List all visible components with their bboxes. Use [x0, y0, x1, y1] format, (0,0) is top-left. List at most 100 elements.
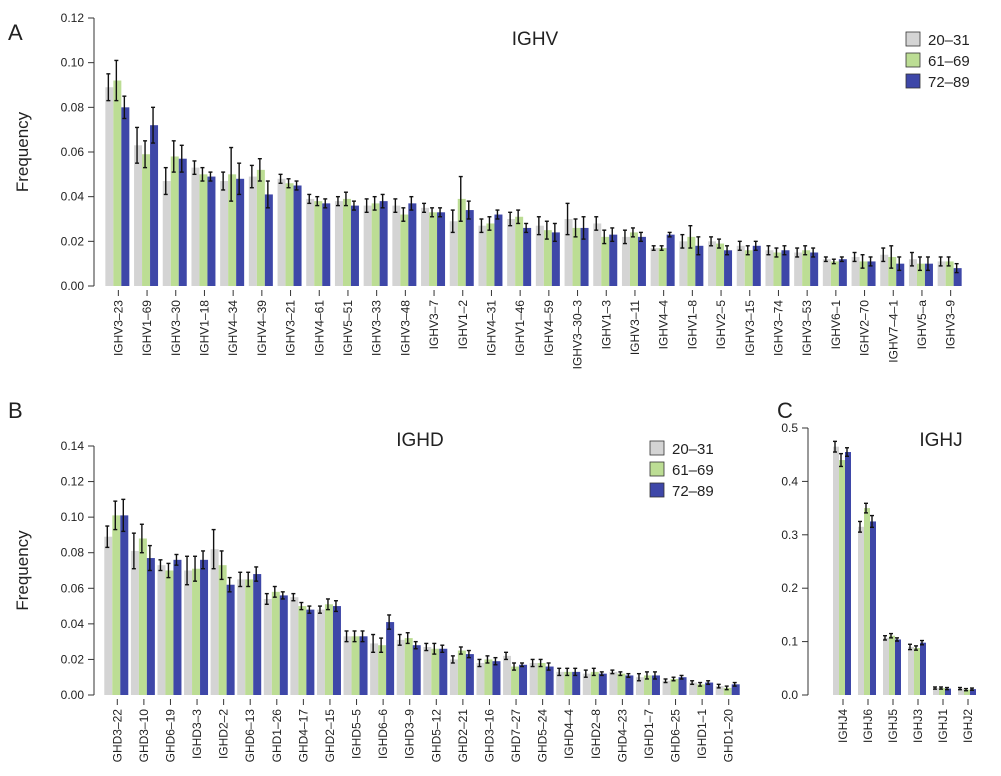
error-bar-72-89-ghd5-24	[546, 662, 551, 671]
bar-61-69-ighd3-9	[404, 638, 413, 695]
bar-61-69-ighv1-18	[199, 174, 208, 286]
error-bar-72-89-ighv1-69	[151, 106, 156, 144]
panel-letter: B	[8, 398, 23, 423]
error-bar-61-69-ighv4-39	[257, 157, 262, 182]
bar-72-89-ighv1-3	[609, 234, 618, 286]
bar-72-89-ighv2-70	[867, 261, 876, 286]
bar-72-89-ighd6-6	[386, 622, 395, 695]
error-bar-20-31-ighv3-15	[737, 240, 742, 251]
x-tick-label-ighv5-a: IGHV5–a	[915, 300, 929, 350]
error-bar-20-31-ghd1-20	[716, 683, 721, 689]
bar-72-89-ighv6-1	[838, 259, 847, 286]
error-bar-61-69-ghd6-13	[246, 571, 251, 588]
bar-61-69-ighv3-21	[285, 183, 294, 286]
error-bar-61-69-ighd2-2	[219, 550, 224, 581]
error-bar-20-31-ighv4-31	[479, 218, 484, 234]
error-bar-61-69-ighv3-33	[372, 195, 377, 211]
bar-20-31-ighv4-61	[306, 198, 315, 286]
x-tick-label-ighv4-4: IGHV4–4	[657, 300, 671, 350]
bar-72-89-ighv7-4-1	[896, 263, 905, 286]
legend-swatch-61-69	[649, 461, 665, 477]
x-tick-label-ighj2: IGHJ2	[961, 709, 975, 743]
x-tick-label-ighv4-59: IGHV4–59	[542, 300, 556, 356]
x-tick-label-ghd6-13: GHD6–13	[243, 709, 257, 763]
error-bar-72-89-ighv3-21	[294, 180, 299, 191]
error-bar-61-69-ighv4-61	[315, 195, 320, 207]
bar-61-69-ighv3-15	[744, 250, 753, 286]
bar-72-89-ighv3-48	[408, 203, 417, 286]
error-bar-61-69-ghd4-23	[618, 671, 623, 677]
error-bar-61-69-ighv4-59	[544, 220, 549, 240]
y-tick-label: 0.04	[61, 190, 85, 204]
bar-61-69-ighv3-74	[773, 252, 782, 286]
bar-72-89-ighv5-a	[924, 263, 933, 286]
bar-20-31-ghd3-16	[476, 662, 485, 695]
bar-20-31-ighv1-18	[191, 167, 200, 286]
error-bar-61-69-ighv3-21	[286, 178, 291, 189]
chart-title: IGHD	[396, 430, 444, 451]
bar-20-31-ighv4-4	[650, 248, 659, 286]
x-tick-label-ighd6-6: IGHD6–6	[376, 709, 390, 759]
bar-72-89-ghd3-22	[120, 515, 129, 695]
bar-72-89-ighv3-30	[178, 158, 187, 286]
bar-20-31-ighj1	[933, 688, 939, 695]
error-bar-20-31-ighd2-8	[583, 669, 588, 678]
error-bar-20-31-ghd6-13	[238, 571, 243, 588]
bar-20-31-ighv5-a	[908, 259, 917, 286]
error-bar-20-31-ghd6-25	[663, 678, 668, 684]
bar-20-31-ighj5	[883, 637, 889, 695]
error-bar-61-69-ighv1-2	[458, 175, 463, 222]
bar-61-69-ghd5-12	[431, 648, 440, 695]
bar-61-69-ighv3-48	[400, 214, 409, 286]
bar-72-89-ighv4-61	[322, 203, 331, 286]
error-bar-72-89-ighv2-70	[868, 256, 873, 267]
error-bar-72-89-ghd1-20	[732, 681, 737, 687]
bar-72-89-ighv3-9	[953, 268, 962, 286]
bar-72-89-ighd2-8	[598, 673, 607, 695]
legend-swatch-72-89	[905, 73, 921, 89]
error-bar-72-89-ighv3-53	[811, 247, 816, 258]
bar-61-69-ighv3-7	[429, 212, 438, 286]
error-bar-61-69-ighv3-15	[745, 245, 750, 256]
error-bar-72-89-ighd2-8	[599, 671, 604, 677]
error-bar-72-89-ighv1-18	[208, 171, 213, 182]
bar-61-69-ighv3-23	[113, 80, 122, 287]
x-tick-label-ighv3-7: IGHV3–7	[427, 300, 441, 350]
x-tick-label-ghd5-12: GHD5–12	[429, 709, 443, 763]
y-tick-label: 0.5	[781, 421, 798, 435]
error-bar-20-31-ighd1-1	[690, 680, 695, 686]
error-bar-61-69-ighj1	[939, 686, 943, 690]
bar-20-31-ghd4-23	[609, 671, 618, 695]
bar-61-69-ighd5-5	[351, 636, 360, 695]
bar-61-69-ighv1-46	[515, 216, 524, 286]
error-bar-72-89-ghd2-21	[466, 649, 471, 659]
bar-72-89-ighv3-30-3	[580, 227, 589, 286]
x-tick-label-ghd2-21: GHD2–21	[456, 709, 470, 763]
x-tick-label-ighd2-8: IGHD2–8	[589, 709, 603, 759]
error-bar-72-89-ighd1-7	[652, 671, 657, 680]
error-bar-20-31-ighv1-69	[135, 126, 140, 164]
bar-61-69-ghd6-13	[245, 579, 254, 695]
bar-20-31-ghd4-17	[290, 597, 299, 695]
bar-72-89-ighd3-3	[200, 559, 209, 695]
error-bar-20-31-ighv3-7	[422, 202, 427, 214]
error-bar-20-31-ighd3-9	[397, 633, 402, 646]
error-bar-61-69-ghd7-27	[512, 662, 517, 671]
bar-20-31-ighd6-6	[370, 643, 379, 695]
bar-61-69-ghd5-24	[537, 662, 546, 695]
error-bar-72-89-ighv3-48	[409, 195, 414, 211]
bar-72-89-ighd4-4	[572, 671, 581, 695]
error-bar-20-31-ighj2	[958, 686, 962, 691]
error-bar-61-69-ighv5-51	[343, 191, 348, 207]
x-tick-label-ighv1-8: IGHV1–8	[685, 300, 699, 350]
bar-61-69-ighd2-2	[218, 565, 227, 695]
bar-61-69-ighv4-31	[486, 223, 495, 286]
x-tick-label-ghd1-26: GHD1–26	[270, 709, 284, 763]
bar-72-89-ighd5-5	[359, 636, 368, 695]
x-tick-label-ghd2-15: GHD2–15	[323, 709, 337, 763]
bar-72-89-ghd7-27	[519, 664, 528, 695]
bar-61-69-ghd3-16	[484, 659, 493, 695]
x-tick-label-ghd4-17: GHD4–17	[296, 709, 310, 763]
bar-20-31-ighj2	[958, 688, 964, 695]
error-bar-72-89-ighj4	[845, 447, 849, 458]
